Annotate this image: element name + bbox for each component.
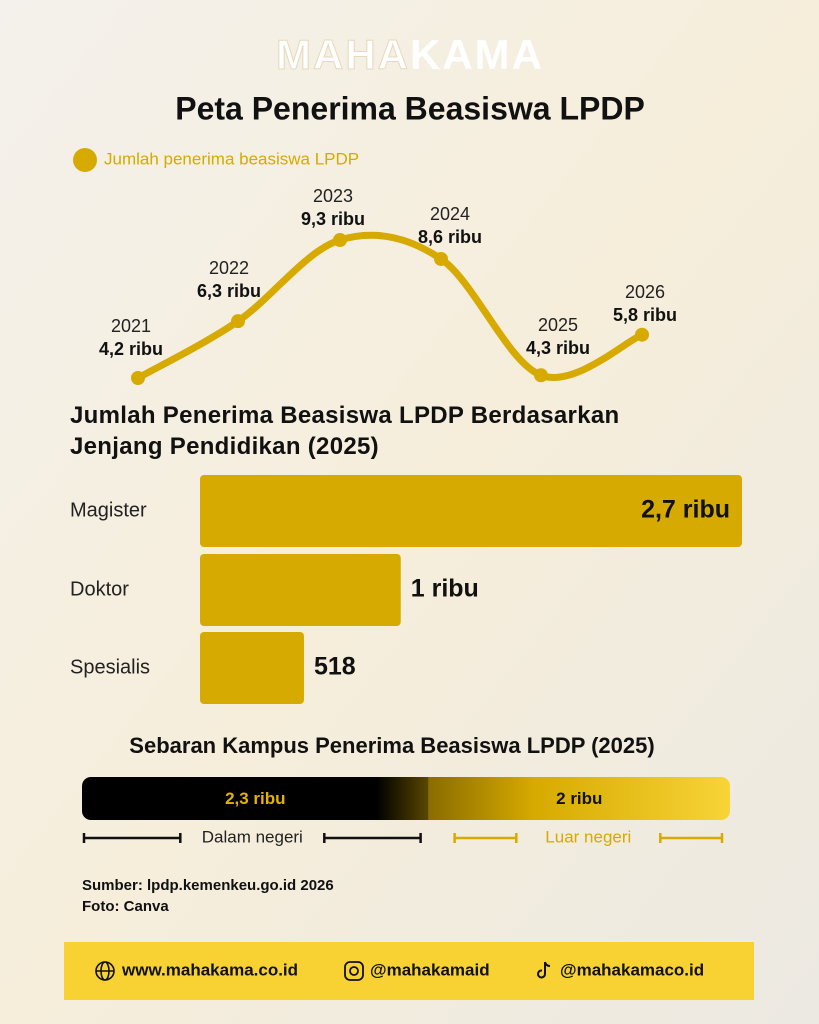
point <box>434 251 448 266</box>
value-label: 4,3 ribu <box>526 338 590 358</box>
value-label: 2,7 ribu <box>641 496 730 524</box>
year-label: 2026 <box>625 282 665 302</box>
instagram-link[interactable]: @mahakamaid <box>370 960 490 979</box>
website-link[interactable]: www.mahakama.co.id <box>121 960 298 979</box>
point <box>333 233 347 247</box>
value-label: 9,3 ribu <box>301 209 365 229</box>
value-label: 4,2 ribu <box>99 339 163 359</box>
legend-label: Luar negeri <box>545 827 631 846</box>
title: Peta Penerima Beasiswa LPDP <box>175 90 645 126</box>
photo-credit: Foto: Canva <box>82 898 169 915</box>
stacked-bar <box>82 777 730 820</box>
bar <box>200 632 304 704</box>
year-label: 2024 <box>430 204 470 224</box>
year-label: 2025 <box>538 315 578 335</box>
legend-marker <box>73 148 97 172</box>
tiktok-icon <box>537 961 551 979</box>
brand: MAHAKAMA <box>276 31 544 78</box>
point <box>131 371 145 385</box>
bar <box>200 554 401 626</box>
tiktok-link[interactable]: @mahakamaco.id <box>560 960 704 979</box>
footer-band <box>64 942 754 1000</box>
instagram-icon <box>344 961 364 981</box>
category-label: Doktor <box>70 578 129 600</box>
bar-title-box: Jumlah Penerima Beasiswa LPDP Berdasarka… <box>70 402 620 460</box>
value-label: 5,8 ribu <box>613 305 677 325</box>
value-label: 6,3 ribu <box>197 281 261 301</box>
bar <box>200 475 742 547</box>
value-label: 518 <box>314 653 356 681</box>
year-label: 2022 <box>209 258 249 278</box>
brand-bold: KAMA <box>410 31 544 78</box>
segment-label: 2 ribu <box>556 789 602 808</box>
point <box>231 314 245 329</box>
segment <box>428 777 730 820</box>
year-label: 2023 <box>313 186 353 206</box>
globe-icon <box>95 961 115 981</box>
segment-label: 2,3 ribu <box>225 789 285 808</box>
point <box>635 327 649 342</box>
year-label: 2021 <box>111 316 151 336</box>
category-label: Magister <box>70 499 147 521</box>
source: Sumber: lpdp.kemenkeu.go.id 2026 <box>82 877 334 894</box>
category-label: Spesialis <box>70 656 150 678</box>
value-label: 1 ribu <box>411 575 479 603</box>
point <box>534 368 548 383</box>
brand-light: MAHA <box>276 31 410 78</box>
segment <box>82 777 429 820</box>
bar-title: Jumlah Penerima Beasiswa LPDP Berdasarka… <box>70 402 620 460</box>
split-title: Sebaran Kampus Penerima Beasiswa LPDP (2… <box>129 733 654 758</box>
legend-label: Dalam negeri <box>202 827 303 846</box>
legend-label: Jumlah penerima beasiswa LPDP <box>104 149 359 168</box>
value-label: 8,6 ribu <box>418 227 482 247</box>
